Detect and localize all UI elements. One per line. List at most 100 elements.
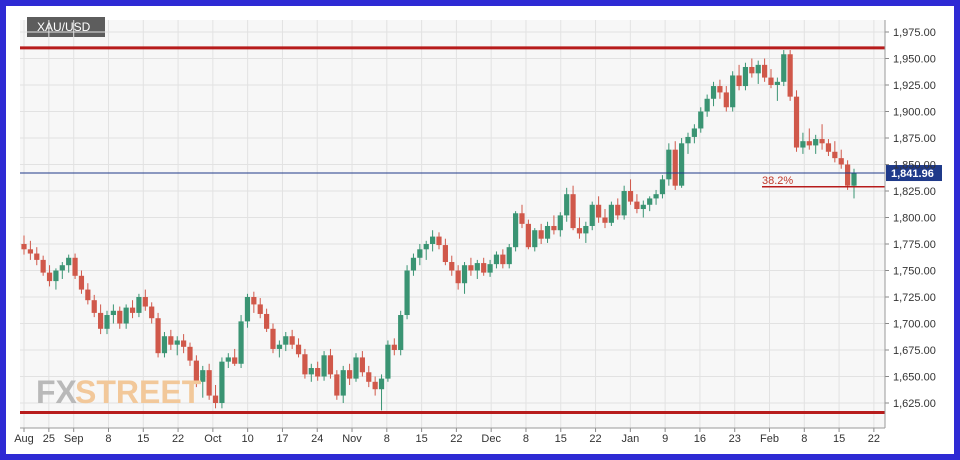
candle-bear (206, 370, 212, 396)
candle-bear (289, 336, 295, 345)
candle-bull (774, 81, 780, 85)
candle-bull (308, 368, 314, 375)
candle-bull (813, 139, 819, 146)
candle-bear (212, 395, 219, 403)
candle-bull (174, 340, 180, 345)
y-tick-label: 1,775.00 (893, 239, 936, 251)
candle-bull (244, 297, 251, 322)
candle-bull (621, 191, 627, 216)
candle-bear (825, 143, 832, 152)
candle-bull (659, 179, 666, 195)
candle-bear (500, 254, 506, 265)
candle-bear (576, 228, 583, 234)
grid (20, 20, 885, 428)
candle-bull (59, 265, 65, 271)
candle-bear (334, 374, 340, 396)
candle-bear (78, 275, 85, 290)
candle-bull (851, 172, 857, 186)
x-tick-label: 15 (137, 433, 149, 445)
candle-bear (762, 64, 768, 78)
candle-bear (806, 141, 812, 146)
horizontal-levels: 38.2% 1,841.96 (20, 46, 942, 415)
candle-bull (461, 265, 468, 284)
candle-bear (672, 149, 678, 186)
x-tick-label: Nov (342, 433, 362, 445)
candle-bear (34, 253, 40, 260)
candle-bear (72, 257, 78, 276)
candle-bear (91, 300, 97, 313)
candle-bear (98, 312, 104, 329)
candle-bull (161, 336, 168, 354)
candle-bull (685, 136, 691, 144)
candle-bull (123, 307, 129, 324)
candle-bull (710, 86, 717, 99)
candle-bear (149, 306, 155, 319)
candle-bull (321, 355, 327, 377)
y-tick-label: 1,850.00 (893, 160, 936, 172)
candle-bull (340, 370, 346, 396)
candle-bear (315, 368, 321, 377)
x-tick-label: 15 (415, 433, 427, 445)
candle-bull (283, 336, 289, 345)
candle-bear (449, 262, 455, 271)
candle-bear (270, 328, 276, 349)
candle-bear (302, 354, 308, 375)
x-tick-label: Dec (481, 433, 501, 445)
candle-bear (832, 151, 838, 159)
x-tick-label: 24 (311, 433, 323, 445)
candle-bear (117, 310, 123, 324)
candle-bear (787, 54, 793, 97)
candle-bull (557, 215, 563, 231)
candle-bear (838, 158, 844, 165)
y-tick-label: 1,925.00 (893, 80, 936, 92)
candle-bull (704, 98, 710, 112)
x-tick-label: 22 (589, 433, 601, 445)
candle-bull (755, 64, 761, 74)
candle-bear (442, 245, 448, 263)
candle-bull (417, 249, 423, 258)
x-tick-label: Feb (760, 433, 779, 445)
candle-bear (468, 265, 474, 271)
candle-bear (570, 194, 576, 229)
plot-area (20, 20, 885, 428)
candle-bull (544, 225, 551, 239)
candle-bear (793, 96, 800, 148)
candle-bull (104, 315, 110, 329)
y-tick-label: 1,700.00 (893, 319, 936, 331)
candle-bull (53, 270, 59, 282)
candle-bear (372, 381, 378, 390)
candle-bull (691, 128, 697, 137)
x-tick-label: 8 (801, 433, 807, 445)
candle-bear (181, 340, 187, 347)
candle-bear (634, 201, 640, 210)
candle-bear (717, 86, 723, 93)
candle-bull (583, 225, 589, 234)
candle-bear (819, 139, 825, 144)
candle-bull (430, 236, 436, 244)
candle-bear (627, 191, 634, 202)
x-tick-label: 25 (43, 433, 55, 445)
candle-bear (391, 344, 397, 350)
y-tick-label: 1,800.00 (893, 213, 936, 225)
axes: 1,975.00 1,950.00 1,925.00 1,900.00 1,875.00… (14, 20, 936, 445)
candle-bear (21, 244, 27, 250)
candle-bear (436, 236, 442, 246)
candle-bear (85, 289, 91, 301)
candle-bear (257, 304, 263, 314)
y-tick-label: 1,625.00 (893, 398, 936, 410)
candle-bull (800, 141, 806, 148)
candle-bear (615, 204, 621, 216)
candles (21, 50, 857, 411)
x-tick-label: 22 (450, 433, 462, 445)
fib-label: 38.2% (762, 175, 793, 187)
candle-bull (385, 344, 391, 379)
candle-bull (398, 315, 404, 350)
x-tick-label: 23 (729, 433, 741, 445)
candle-bear (768, 77, 774, 85)
candle-bull (589, 204, 595, 226)
candle-bull (506, 247, 512, 265)
candle-bull (781, 54, 787, 82)
candle-bull (698, 111, 704, 129)
candle-bear (327, 355, 334, 375)
